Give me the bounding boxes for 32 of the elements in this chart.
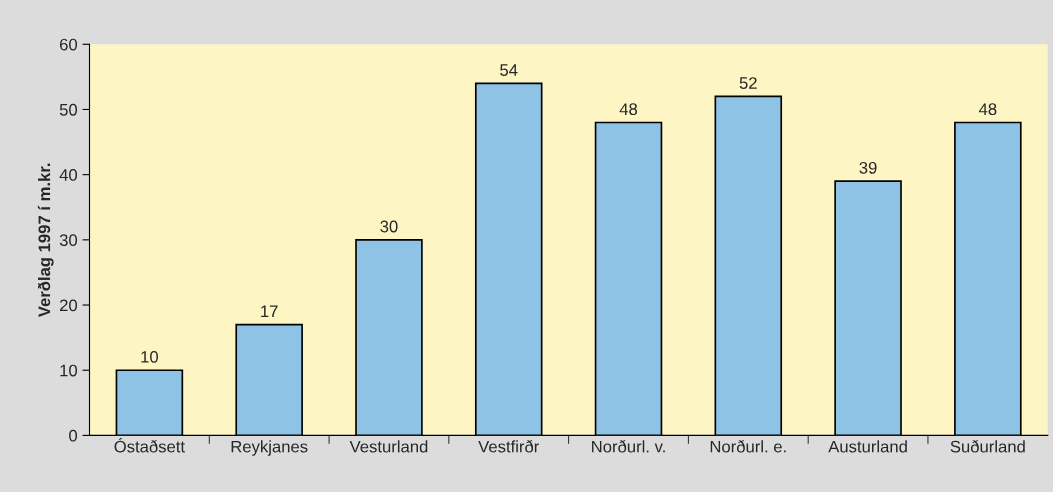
x-tick-label: Norðurl. v. (592, 440, 665, 453)
bar (594, 121, 663, 436)
bar (834, 180, 902, 436)
y-tick-label: 10 (60, 364, 78, 377)
data-label: 10 (141, 350, 159, 363)
bar (954, 121, 1022, 436)
data-label: 48 (619, 103, 638, 116)
x-tick-label: Reykjanes (231, 440, 308, 456)
bar (355, 239, 423, 436)
bar (474, 82, 543, 436)
data-label: 52 (739, 77, 757, 89)
y-tick-label: 30 (59, 234, 78, 247)
x-tick-label: Austurland (828, 440, 907, 453)
data-label: 30 (380, 220, 398, 233)
x-tick-label: Óstaðsett (114, 437, 185, 453)
data-label: 54 (500, 64, 518, 76)
bar (115, 369, 184, 436)
data-label: 39 (859, 161, 877, 174)
y-axis-title: Verðlag 1997 í m.kr. (37, 163, 54, 318)
bar (235, 323, 303, 436)
data-label: 17 (261, 305, 278, 317)
x-tick-label: Vesturland (349, 440, 428, 453)
y-tick-label: 50 (59, 103, 78, 116)
y-tick-label: 60 (60, 38, 78, 51)
x-tick-label: Norðurl. e. (710, 440, 786, 453)
y-tick-label: 0 (69, 429, 78, 442)
y-tick-label: 20 (60, 299, 78, 312)
data-label: 48 (978, 103, 997, 116)
x-tick-label: Suðurland (950, 440, 1025, 453)
x-tick-label: Vestfirðr (478, 440, 540, 453)
bar (714, 95, 783, 436)
y-tick-label: 40 (59, 169, 78, 181)
